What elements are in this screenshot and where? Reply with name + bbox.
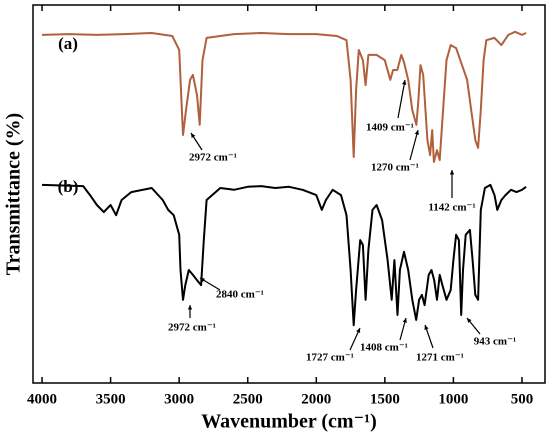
x-tick-label: 2500 [233,391,263,407]
plot-frame [32,4,546,384]
x-tick-label: 1500 [370,391,400,407]
annotation-arrowhead [414,130,419,135]
annotation-arrowhead [356,328,361,333]
y-axis-title: Transmittance (%) [3,113,25,275]
annotation-arrowhead [187,305,193,310]
annotation: 1408 cm⁻¹ [360,342,408,354]
spectrum-line [41,183,527,327]
annotation: 2972 cm⁻¹ [189,152,237,164]
annotation: 1142 cm⁻¹ [428,202,475,214]
annotation-arrow [409,129,419,161]
annotation-arrowhead [402,318,407,323]
annotation-arrowhead [191,133,196,138]
annotation-arrowhead [467,318,472,323]
x-tick-label: 2000 [301,391,331,407]
x-tick-label: 1000 [438,391,468,407]
x-tick-label: 500 [511,391,534,407]
annotation-arrowhead [449,170,455,175]
annotation: 1270 cm⁻¹ [371,162,419,174]
spectrum-line [41,30,527,163]
annotation-arrowhead [402,80,407,85]
annotation: 1409 cm⁻¹ [366,122,414,134]
annotation-arrowhead [200,278,205,283]
annotation: 2972 cm⁻¹ [168,322,216,334]
annotation-arrowhead [424,325,429,330]
annotation: 1727 cm⁻¹ [306,352,354,364]
x-tick-label: 3000 [164,391,194,407]
x-axis-title: Wavenumber (cm⁻¹) [201,411,377,433]
x-tick-label: 3500 [96,391,126,407]
annotation: 943 cm⁻¹ [474,336,516,348]
annotation: (a) [58,34,78,53]
annotation: 1271 cm⁻¹ [416,352,464,364]
annotation: (b) [58,177,79,196]
x-tick-label: 4000 [27,391,57,407]
annotation-arrow [397,79,406,119]
annotation: 2840 cm⁻¹ [216,289,264,301]
